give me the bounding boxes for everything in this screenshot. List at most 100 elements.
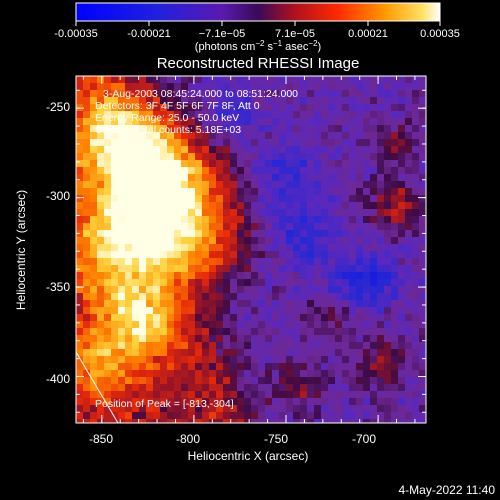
heatmap-cell <box>328 405 336 413</box>
heatmap-cell <box>97 419 105 423</box>
heatmap-cell <box>398 160 406 168</box>
heatmap-cell <box>265 419 273 423</box>
heatmap-cell <box>272 188 280 196</box>
heatmap-cell <box>104 391 112 399</box>
heatmap-cell <box>258 321 266 329</box>
heatmap-cell <box>377 335 385 343</box>
heatmap-cell <box>384 398 392 406</box>
heatmap-cell <box>307 307 315 315</box>
heatmap-cell <box>146 356 154 364</box>
heatmap-cell <box>391 223 399 231</box>
colorbar-tick-4: 0.00021 <box>348 28 388 40</box>
heatmap-cell <box>237 251 245 259</box>
heatmap-cell <box>167 370 175 378</box>
heatmap-cell <box>125 349 133 357</box>
heatmap-cell <box>167 314 175 322</box>
heatmap-cell <box>209 118 217 126</box>
heatmap-cell <box>223 412 231 420</box>
heatmap-cell <box>237 293 245 301</box>
heatmap-cell <box>181 230 189 238</box>
heatmap-cell <box>349 83 357 91</box>
heatmap-cell <box>209 391 217 399</box>
heatmap-cell <box>153 160 161 168</box>
heatmap-cell <box>412 125 420 133</box>
heatmap-cell <box>132 349 140 357</box>
heatmap-cell <box>76 293 84 301</box>
heatmap-cell <box>384 83 392 91</box>
heatmap-cell <box>321 153 329 161</box>
heatmap-cell <box>419 314 426 322</box>
heatmap-cell <box>419 293 426 301</box>
heatmap-cell <box>167 328 175 336</box>
heatmap-cell <box>377 174 385 182</box>
heatmap-cell <box>118 286 126 294</box>
heatmap-cell <box>111 349 119 357</box>
heatmap-cell <box>188 195 196 203</box>
heatmap-cell <box>90 181 98 189</box>
heatmap-cell <box>188 244 196 252</box>
heatmap-cell <box>160 412 168 420</box>
heatmap-cell <box>335 174 343 182</box>
heatmap-cell <box>314 293 322 301</box>
heatmap-cell <box>195 342 203 350</box>
heatmap-cell <box>97 286 105 294</box>
heatmap-cell <box>111 335 119 343</box>
heatmap-cell <box>153 321 161 329</box>
heatmap-cell <box>244 167 252 175</box>
heatmap-cell <box>76 328 84 336</box>
heatmap-cell <box>237 146 245 154</box>
heatmap-cell <box>216 398 224 406</box>
heatmap-cell <box>174 139 182 147</box>
heatmap-cell <box>412 307 420 315</box>
heatmap-cell <box>391 160 399 168</box>
heatmap-cell <box>97 279 105 287</box>
heatmap-cell <box>251 419 259 423</box>
heatmap-cell <box>188 342 196 350</box>
heatmap-cell <box>398 279 406 287</box>
heatmap-cell <box>125 104 133 112</box>
heatmap-cell <box>251 321 259 329</box>
heatmap-cell <box>160 335 168 343</box>
heatmap-cell <box>272 146 280 154</box>
heatmap-cell <box>335 97 343 105</box>
heatmap-cell <box>244 237 252 245</box>
heatmap-cell <box>363 391 371 399</box>
heatmap-cell <box>244 370 252 378</box>
heatmap-cell <box>342 384 350 392</box>
heatmap-cell <box>195 237 203 245</box>
heatmap-cell <box>279 342 287 350</box>
heatmap-cell <box>258 412 266 420</box>
heatmap-cell <box>370 174 378 182</box>
heatmap-cell <box>405 419 413 423</box>
heatmap-cell <box>384 125 392 133</box>
heatmap-cell <box>125 272 133 280</box>
heatmap-cell <box>160 230 168 238</box>
heatmap-cell <box>118 97 126 105</box>
heatmap-cell <box>342 307 350 315</box>
heatmap-cell <box>412 377 420 385</box>
heatmap-cell <box>188 419 196 423</box>
heatmap-cell <box>391 111 399 119</box>
heatmap-cell <box>258 132 266 140</box>
heatmap-cell <box>356 405 364 413</box>
heatmap-cell <box>83 202 91 210</box>
heatmap-cell <box>181 167 189 175</box>
heatmap-cell <box>391 83 399 91</box>
heatmap-cell <box>139 335 147 343</box>
heatmap-cell <box>202 209 210 217</box>
heatmap-cell <box>286 384 294 392</box>
heatmap-cell <box>76 167 84 175</box>
heatmap-cell <box>195 349 203 357</box>
heatmap-cell <box>335 279 343 287</box>
heatmap-cell <box>153 356 161 364</box>
heatmap-cell <box>209 300 217 308</box>
heatmap-cell <box>300 104 308 112</box>
heatmap-cell <box>167 405 175 413</box>
heatmap-cell <box>272 111 280 119</box>
heatmap-cell <box>132 293 140 301</box>
heatmap-cell <box>314 384 322 392</box>
heatmap-cell <box>76 125 84 133</box>
heatmap-cell <box>419 370 426 378</box>
heatmap-cell <box>377 97 385 105</box>
